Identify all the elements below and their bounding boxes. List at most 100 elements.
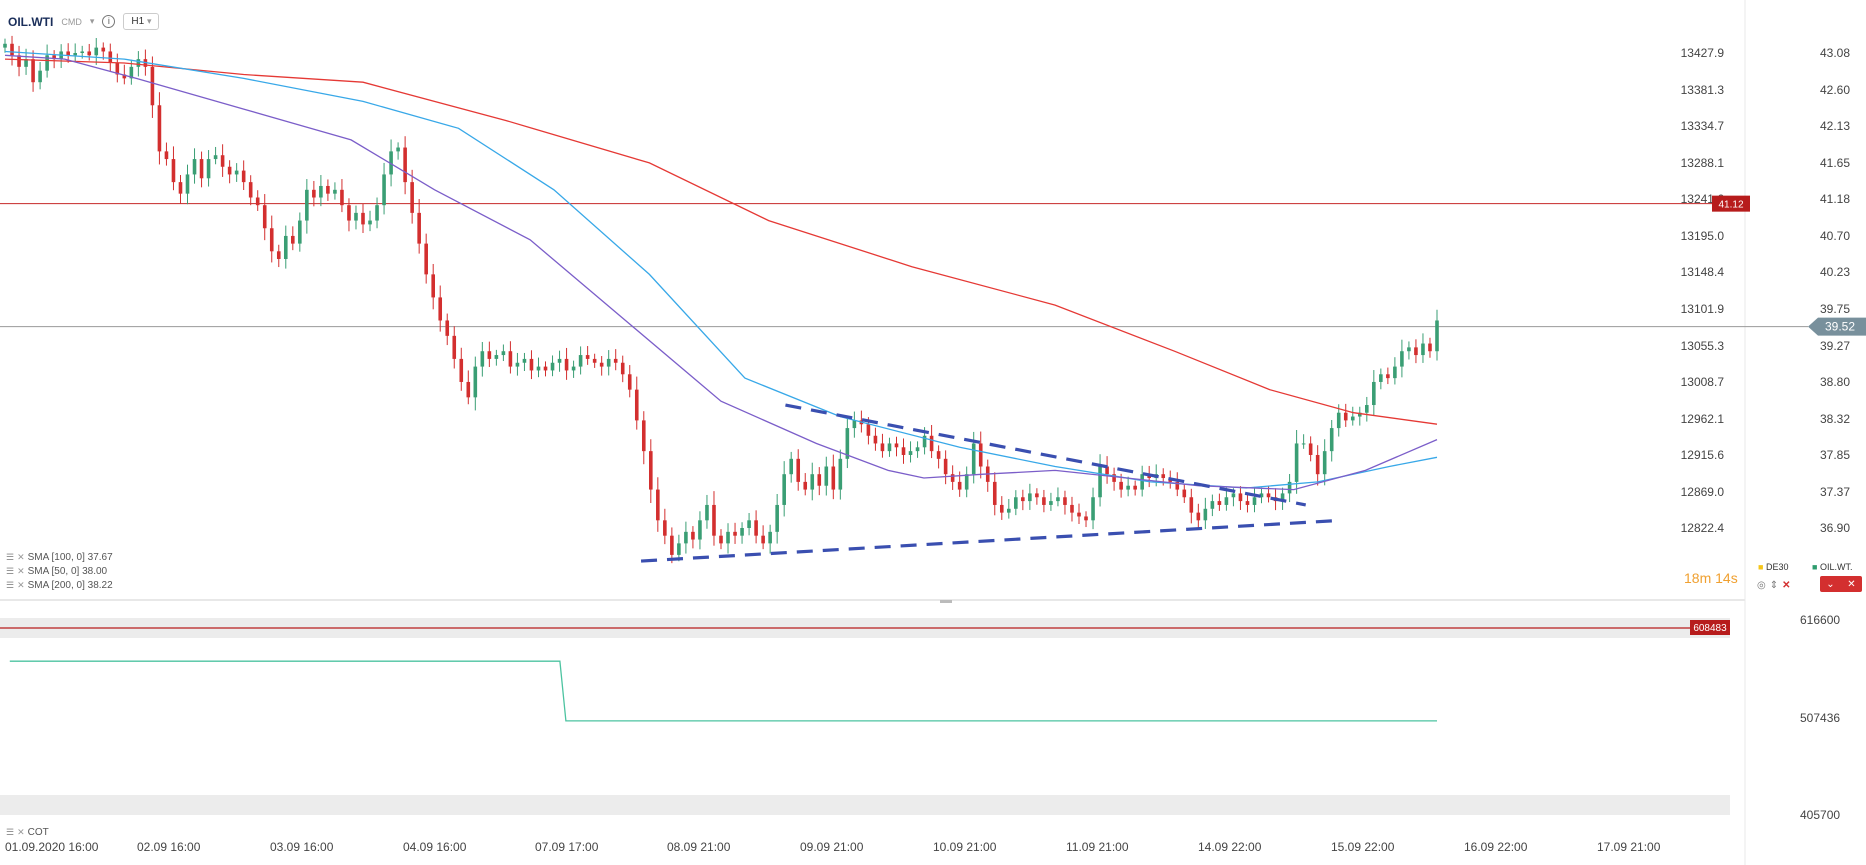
candle-body	[726, 531, 730, 544]
candle-body	[1294, 443, 1299, 482]
chevron-icon[interactable]: ⌄	[1826, 578, 1835, 590]
candle-body	[599, 362, 604, 367]
candle-body	[894, 443, 899, 448]
symbol-label[interactable]: OIL.WTI	[8, 14, 54, 29]
pane-resize-handle	[940, 600, 952, 603]
up-down-icon[interactable]: ⇕	[1769, 580, 1779, 591]
series-pill[interactable]: ⌄ ✕	[1820, 576, 1862, 592]
sma100-line	[4, 50, 1438, 489]
cot-band-bottom	[0, 795, 1730, 815]
candle-body	[1238, 493, 1243, 502]
menu-icon[interactable]: ☰	[6, 552, 15, 562]
candle-body	[950, 474, 955, 482]
y-axis-right-tick-label: 39.75	[1820, 302, 1850, 316]
timeframe-select[interactable]: H1 ▾	[123, 13, 160, 30]
candle-body	[1007, 508, 1011, 513]
y-axis-right-tick-label: 39.27	[1820, 339, 1850, 353]
candle-body	[101, 47, 106, 52]
square-icon: ■	[1758, 562, 1764, 572]
close-icon[interactable]: ✕	[1847, 578, 1856, 590]
candle-body	[1315, 454, 1320, 475]
candle-body	[10, 43, 14, 56]
candle-body	[1028, 493, 1032, 502]
candle-body	[1336, 412, 1341, 429]
candle-body	[1084, 516, 1088, 521]
candle-body	[424, 243, 428, 275]
candle-body	[375, 205, 379, 221]
cot-reference-badge	[1690, 620, 1730, 635]
legend-sma100[interactable]: ☰ ✕ SMA [100, 0] 37.67	[6, 552, 113, 563]
y-axis-right-tick-label: 42.13	[1820, 119, 1850, 133]
candle-body	[1414, 347, 1418, 356]
legend-label: SMA [200, 0] 38.22	[27, 580, 113, 591]
candle-body	[157, 105, 162, 152]
candle-body	[880, 443, 885, 452]
menu-icon[interactable]: ☰	[6, 566, 15, 576]
y-axis-tick-label: 12822.4	[1681, 521, 1725, 535]
series-controls: ◎ ⇕ ✕	[1757, 580, 1791, 591]
info-icon[interactable]: i	[102, 15, 116, 28]
eye-icon[interactable]: ◎	[1757, 580, 1766, 591]
candle-body	[824, 466, 829, 486]
cot-axis-tick-label: 507436	[1800, 711, 1840, 725]
candle-body	[978, 443, 983, 467]
candle-body	[1421, 343, 1425, 356]
cot-axis-tick-label: 405700	[1800, 808, 1840, 822]
x-axis-tick-label: 10.09 21:00	[933, 840, 997, 854]
candle-body	[1091, 497, 1095, 521]
x-axis-tick-label: 15.09 22:00	[1331, 840, 1395, 854]
candle-body	[1400, 351, 1404, 367]
candle-body	[578, 355, 583, 367]
close-icon[interactable]: ✕	[17, 827, 25, 837]
legend-sma200[interactable]: ☰ ✕ SMA [200, 0] 38.22	[6, 580, 113, 591]
legend-sma50[interactable]: ☰ ✕ SMA [50, 0] 38.00	[6, 566, 107, 577]
menu-icon[interactable]: ☰	[6, 827, 15, 837]
y-axis-right-tick-label: 36.90	[1820, 521, 1850, 535]
close-icon[interactable]: ✕	[1782, 580, 1791, 591]
candle-body	[354, 212, 358, 221]
candle-body	[663, 520, 667, 536]
candle-body	[627, 374, 632, 390]
y-axis-tick-label: 13195.0	[1681, 229, 1725, 243]
candle-body	[768, 531, 772, 544]
candle-body	[866, 424, 871, 436]
candle-body	[262, 205, 267, 229]
candle-body	[340, 189, 344, 206]
candle-body	[838, 458, 843, 490]
legend-cot[interactable]: ☰ ✕ COT	[6, 827, 49, 838]
close-icon[interactable]: ✕	[17, 566, 25, 576]
x-axis-tick-label: 16.09 22:00	[1464, 840, 1528, 854]
x-axis-tick-label: 11.09 21:00	[1066, 840, 1129, 854]
candle-body	[150, 66, 155, 106]
close-icon[interactable]: ✕	[17, 552, 25, 562]
candle-body	[248, 182, 253, 198]
cot-reference-label: 608483	[1693, 623, 1727, 634]
candles-group	[3, 35, 1439, 564]
y-axis-right-tick-label: 40.70	[1820, 229, 1850, 243]
candle-body	[269, 228, 274, 252]
candle-body	[733, 531, 737, 536]
menu-icon[interactable]: ☰	[6, 580, 15, 590]
y-axis-right-tick-label: 38.32	[1820, 412, 1850, 426]
candle-body	[684, 531, 688, 544]
candle-body	[347, 205, 351, 221]
candle-body	[1372, 381, 1376, 406]
candle-body	[536, 366, 541, 371]
y-axis-tick-label: 13008.7	[1681, 375, 1725, 389]
y-axis-tick-label: 12869.0	[1681, 485, 1725, 499]
candle-body	[775, 504, 779, 532]
candle-body	[80, 51, 85, 53]
candle-body	[1224, 497, 1229, 505]
candle-body	[66, 51, 70, 56]
candle-body	[719, 535, 723, 544]
y-axis-tick-label: 13288.1	[1681, 156, 1725, 170]
candle-body	[305, 189, 309, 221]
y-axis-tick-label: 13148.4	[1681, 265, 1725, 279]
candle-body	[522, 358, 527, 363]
candle-body	[283, 235, 288, 259]
chevron-down-icon[interactable]: ▾	[89, 16, 95, 26]
candle-body	[445, 320, 450, 336]
close-icon[interactable]: ✕	[17, 580, 25, 590]
x-axis-tick-label: 09.09 21:00	[800, 840, 864, 854]
